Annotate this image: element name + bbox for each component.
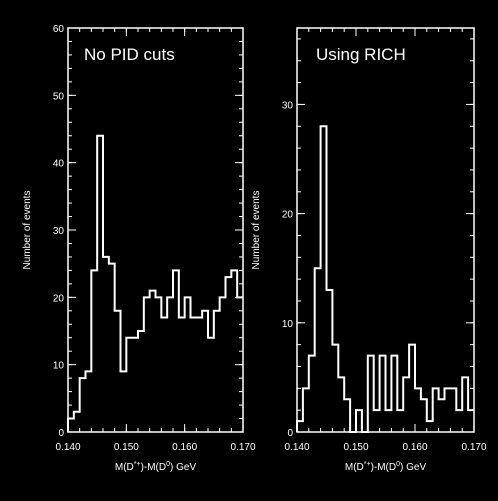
plot-frame xyxy=(67,27,244,433)
histogram-bin xyxy=(161,318,167,432)
y-tick-label: 10 xyxy=(53,361,65,372)
x-tick-label: 0.140 xyxy=(55,442,80,453)
plot-frame xyxy=(296,27,475,433)
histogram-bin xyxy=(132,338,138,432)
x-tick-label: 0.150 xyxy=(343,442,368,453)
histogram-bin xyxy=(121,371,127,432)
histogram-bin xyxy=(86,371,92,432)
y-tick-label: 20 xyxy=(282,210,294,221)
y-tick-label: 10 xyxy=(282,319,294,330)
panel-title: Using RICH xyxy=(316,45,406,64)
panel-title: No PID cuts xyxy=(84,45,175,64)
y-tick-label: 40 xyxy=(53,159,65,170)
histogram-outline xyxy=(67,134,243,432)
histogram-bin xyxy=(468,410,474,432)
histogram-bin xyxy=(386,410,392,432)
y-tick-label: 60 xyxy=(53,24,65,35)
histogram-bin xyxy=(427,421,433,432)
y-tick-label: 30 xyxy=(282,100,294,111)
x-tick-label: 0.160 xyxy=(172,442,197,453)
x-tick-label: 0.160 xyxy=(402,442,427,453)
y-tick-label: 30 xyxy=(53,226,65,237)
histogram-bin xyxy=(374,410,380,432)
x-tick-label: 0.140 xyxy=(284,442,309,453)
y-axis-label: Number of events xyxy=(22,191,33,270)
histogram-bin xyxy=(191,318,197,432)
histogram-bin xyxy=(196,318,202,432)
y-tick-label: 50 xyxy=(53,91,65,102)
histogram-bin xyxy=(138,331,144,432)
x-axis-label: M(D*+)-M(D0) GeV xyxy=(345,461,427,473)
y-tick-label: 20 xyxy=(53,293,65,304)
histogram-bin xyxy=(439,399,445,432)
panel-no-pid-cuts: 0 10 20 30 40 50 60 0.140 0.150 0.160 0.170 No PID … xyxy=(22,24,256,473)
y-tick-label: 0 xyxy=(58,428,64,439)
x-tick-label: 0.170 xyxy=(461,442,486,453)
histogram-bin xyxy=(397,410,403,432)
histogram-bin xyxy=(226,277,232,432)
histogram-outline xyxy=(296,125,474,433)
histogram-bin xyxy=(103,257,109,432)
y-axis-label: Number of events xyxy=(251,191,262,270)
histogram-bin xyxy=(456,410,462,432)
y-tick-label: 0 xyxy=(287,428,293,439)
histogram-bin xyxy=(179,318,185,432)
histogram-bin xyxy=(208,338,214,432)
histogram-bin xyxy=(150,291,156,432)
x-tick-label: 0.170 xyxy=(230,442,255,453)
histogram-bin xyxy=(220,297,226,432)
panel-using-rich: 0 10 20 30 0.140 0.150 0.160 0.170 Using RICH Num… xyxy=(251,27,487,473)
x-axis-label: M(D*+)-M(D0) GeV xyxy=(115,461,197,473)
x-tick-label: 0.150 xyxy=(114,442,139,453)
